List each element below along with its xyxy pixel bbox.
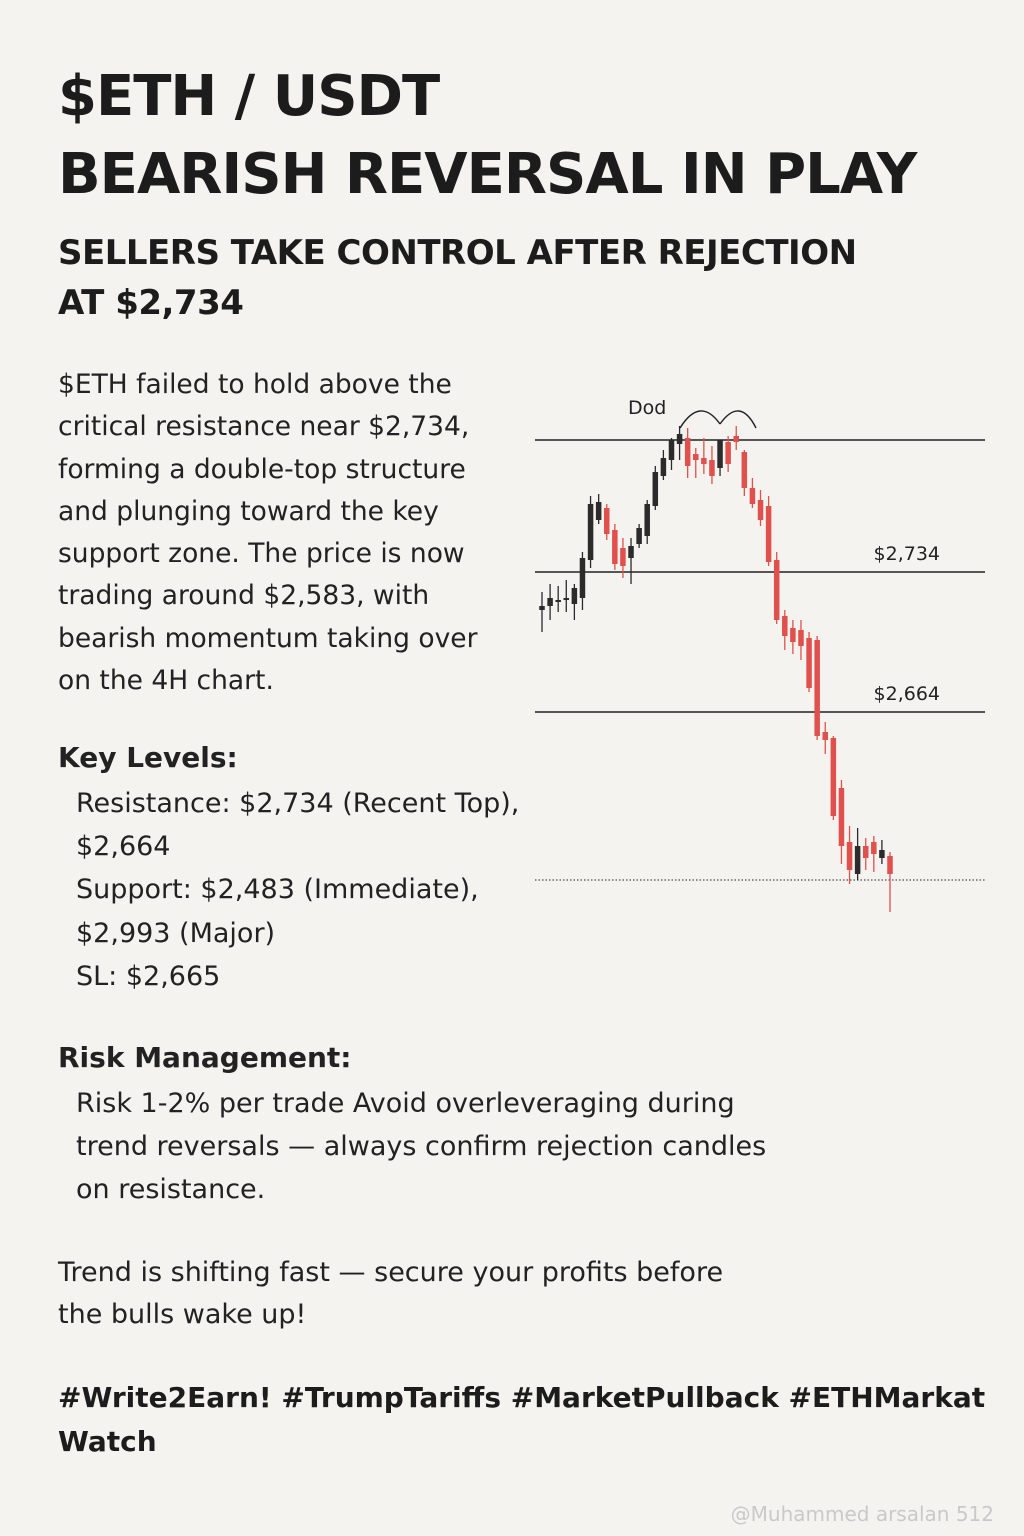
candle-body (822, 732, 829, 740)
candle-body (757, 500, 764, 520)
double-top-annotation: Dod (628, 397, 666, 419)
key-levels-list: Resistance: $2,734 (Recent Top), $2,664 … (76, 782, 519, 998)
candle-body (854, 846, 861, 874)
key-level-line: $2,664 (76, 831, 171, 863)
risk-management-text: Risk 1-2% per trade Avoid overleveraging… (76, 1082, 766, 1212)
candle-body (676, 434, 683, 444)
candle-body (765, 506, 772, 562)
candle-body (814, 640, 820, 736)
candle-body (741, 452, 748, 488)
closing-line: Trend is shifting fast — secure your pro… (58, 1257, 724, 1288)
key-level-line: Support: $2,483 (Immediate), (76, 874, 479, 906)
intro-line: $ETH failed to hold above the (58, 369, 452, 400)
candle-body (887, 856, 893, 874)
hashtags: #Write2Earn! #TrumpTariffs #MarketPullba… (58, 1376, 998, 1464)
candle-body (579, 558, 586, 598)
intro-line: on the 4H chart. (58, 665, 274, 697)
candle-body (636, 528, 642, 544)
level-label: $2,664 (874, 683, 940, 705)
hashtag-line-1: #Write2Earn! #TrumpTariffs #MarketPullba… (58, 1381, 986, 1414)
candle-body (717, 440, 723, 468)
key-level-line: $2,993 (Major) (76, 917, 276, 949)
candlestick-chart: $2,734 $2,664 Dod (535, 397, 985, 912)
risk-line: trend reversals — always confirm rejecti… (76, 1131, 767, 1163)
closing-text: Trend is shifting fast — secure your pro… (58, 1252, 723, 1336)
intro-paragraph: $ETH failed to hold above the critical r… (58, 364, 528, 702)
hashtag-line-2: Watch (58, 1425, 157, 1458)
subtitle-line-1: SELLERS TAKE CONTROL AFTER REJECTION (58, 233, 857, 273)
candle-body (830, 738, 837, 816)
intro-line: support zone. The price is now (58, 538, 465, 570)
candle-body (733, 436, 739, 442)
candle-body (587, 504, 594, 560)
candle-body (571, 588, 578, 604)
candle-body (644, 504, 650, 536)
intro-line: bearish momentum taking over (58, 622, 478, 654)
intro-line: forming a double-top structure (58, 453, 466, 485)
double-top-arc (719, 410, 757, 429)
candle-body (652, 472, 659, 506)
candle-body (684, 438, 691, 466)
candle-body (563, 598, 570, 600)
candle-body (782, 616, 788, 636)
candle-body (612, 530, 618, 564)
candle-body (701, 458, 707, 464)
candle-body (846, 842, 853, 870)
risk-line: Risk 1-2% per trade Avoid overleveraging… (76, 1088, 735, 1119)
candle-body (806, 638, 812, 688)
candle-body (879, 850, 885, 858)
candle-body (838, 788, 845, 846)
candle-body (798, 630, 804, 646)
candle-body (790, 628, 796, 642)
candle-body (693, 454, 699, 460)
candle-body (628, 546, 634, 558)
candle-body (709, 460, 715, 476)
candle-body (871, 842, 877, 854)
candle-body (547, 598, 553, 606)
risk-line: on resistance. (76, 1174, 266, 1206)
candle-body (539, 606, 545, 610)
risk-management-heading: Risk Management: (58, 1041, 352, 1074)
level-label: $2,734 (874, 543, 940, 565)
candle-body (773, 560, 780, 620)
candle-body (595, 502, 602, 520)
candle-body (555, 600, 561, 602)
intro-line: and plunging toward the key (58, 495, 439, 527)
subtitle-line-2: AT $2,734 (58, 283, 244, 323)
candle-body (620, 548, 626, 566)
intro-line: critical resistance near $2,734, (58, 411, 470, 443)
key-level-line: Resistance: $2,734 (Recent Top), (76, 788, 520, 819)
candle-body (668, 440, 675, 460)
candle-body (660, 458, 667, 476)
double-top-arc (679, 410, 721, 429)
title-line-2: BEARISH REVERSAL IN PLAY (58, 142, 917, 207)
candle-body (725, 442, 731, 464)
page-title: $ETH / USDT BEARISH REVERSAL IN PLAY (58, 58, 998, 214)
candle-body (862, 846, 869, 858)
candle-body (749, 488, 756, 504)
title-line-1: $ETH / USDT (58, 64, 440, 129)
page-subtitle: SELLERS TAKE CONTROL AFTER REJECTION AT … (58, 228, 958, 328)
closing-line: the bulls wake up! (58, 1299, 307, 1330)
key-level-line: SL: $2,665 (76, 960, 221, 992)
watermark: @Muhammed arsalan 512 (730, 1502, 994, 1526)
candle-body (603, 508, 610, 534)
intro-line: trading around $2,583, with (58, 580, 430, 612)
key-levels-heading: Key Levels: (58, 741, 238, 774)
